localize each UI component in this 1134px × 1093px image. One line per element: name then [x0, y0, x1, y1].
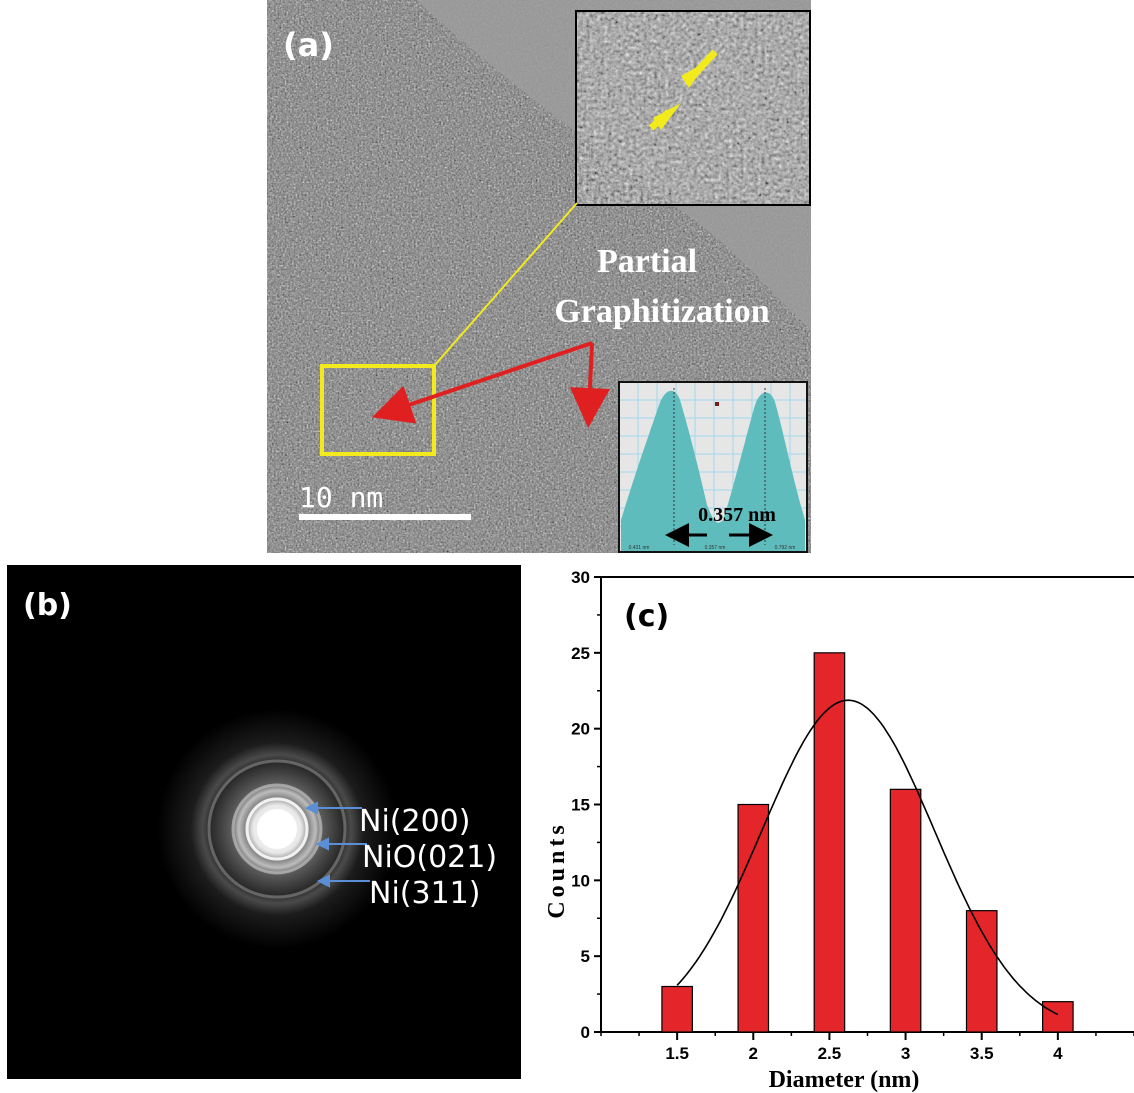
diffraction-ring-nio021	[231, 783, 323, 875]
y-tick-label: 10	[571, 871, 590, 890]
x-tick-label: 3	[901, 1044, 910, 1063]
intensity-profile-inset: 0.357 nm 0.431 nm 0.357 nm 0.792 nm	[618, 381, 808, 553]
ring-label-nio021: NiO(021)	[362, 840, 497, 875]
lattice-spacing-label: 0.357 nm	[698, 504, 776, 526]
ring-label-ni200: Ni(200)	[359, 804, 470, 839]
saed-pattern-panel: (b) Ni(200) NiO(021) Ni(311)	[7, 565, 521, 1079]
profile-tick-mid: 0.357 nm	[705, 545, 726, 551]
diameter-histogram: (c) Counts Diameter (nm) 0 5 10 15 20 25 30 1.5…	[548, 568, 1134, 1093]
saed-pattern: (b) Ni(200) NiO(021) Ni(311)	[7, 565, 521, 1079]
x-tick-label: 4	[1053, 1044, 1063, 1063]
annotation-graphitization: Graphitization	[554, 293, 769, 330]
zoom-connector-line	[433, 202, 578, 367]
central-beam	[257, 809, 297, 849]
annotation-partial: Partial	[597, 243, 697, 280]
highlight-box	[320, 364, 436, 456]
y-tick-label: 0	[581, 1023, 590, 1042]
diffraction-ring-ni311	[207, 759, 347, 899]
histogram-bar	[661, 985, 693, 1033]
x-tick-label: 1.5	[665, 1044, 689, 1063]
y-tick-label: 25	[571, 644, 590, 663]
diameter-histogram-panel: (c) Counts Diameter (nm) 0 5 10 15 20 25 30 1.5…	[548, 560, 1134, 1093]
histogram-bar	[965, 910, 998, 1033]
x-tick-label: 2	[749, 1044, 758, 1063]
diffraction-ring-ni200	[245, 797, 309, 861]
panel-c-label: (c)	[624, 599, 669, 634]
histogram-bar	[889, 788, 922, 1033]
panel-a-label: (a)	[283, 26, 334, 64]
zoom-inset	[575, 10, 811, 206]
x-tick-label: 3.5	[970, 1044, 994, 1063]
histogram-bar	[1042, 1001, 1074, 1033]
profile-tick-left: 0.431 nm	[629, 545, 650, 551]
ring-label-ni311: Ni(311)	[369, 876, 480, 911]
y-axis-title: Counts	[548, 821, 570, 918]
gaussian-fit-curve	[676, 699, 1059, 1016]
profile-tick-right: 0.792 nm	[775, 545, 796, 551]
histogram-bar	[737, 803, 770, 1033]
histogram-bar	[813, 652, 846, 1033]
x-tick-label: 2.5	[818, 1044, 842, 1063]
y-tick-label: 20	[571, 720, 590, 739]
y-tick-label: 30	[571, 568, 590, 587]
y-tick-label: 15	[571, 796, 590, 815]
profile-peaks	[621, 390, 805, 551]
hrtem-image-panel: (a) Partial Graphitization 10 nm	[267, 0, 811, 553]
panel-b-label: (b)	[23, 588, 72, 623]
scale-bar	[299, 514, 471, 520]
y-tick-label: 5	[581, 947, 590, 966]
red-arrow-right	[569, 342, 610, 428]
x-axis-title: Diameter (nm)	[769, 1067, 920, 1093]
hrtem-image: (a) Partial Graphitization 10 nm	[267, 0, 811, 553]
scale-bar-label: 10 nm	[299, 481, 383, 514]
red-arrow-left	[372, 341, 593, 424]
